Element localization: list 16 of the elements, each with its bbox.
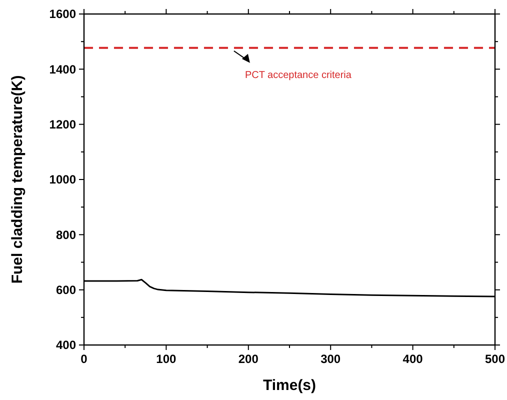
x-tick-label: 100 [156, 352, 177, 366]
x-tick-label: 300 [320, 352, 341, 366]
x-axis-title: Time(s) [262, 377, 316, 394]
y-tick-label: 800 [56, 228, 76, 242]
y-tick-label: 1000 [49, 172, 76, 187]
ref-line-label: PCT acceptance criteria [244, 70, 352, 81]
x-tick-label: 500 [484, 352, 506, 366]
y-tick-label: 400 [56, 338, 76, 352]
x-tick-label: 400 [402, 352, 424, 366]
x-tick-label: 200 [238, 352, 259, 366]
y-tick-label: 1200 [49, 118, 76, 132]
x-tick-label: 0 [80, 352, 88, 366]
y-axis-title: Fuel cladding temperature(K) [9, 75, 26, 284]
y-tick-label: 1600 [49, 7, 76, 22]
y-tick-label: 600 [56, 283, 76, 298]
y-tick-label: 1400 [49, 62, 76, 76]
